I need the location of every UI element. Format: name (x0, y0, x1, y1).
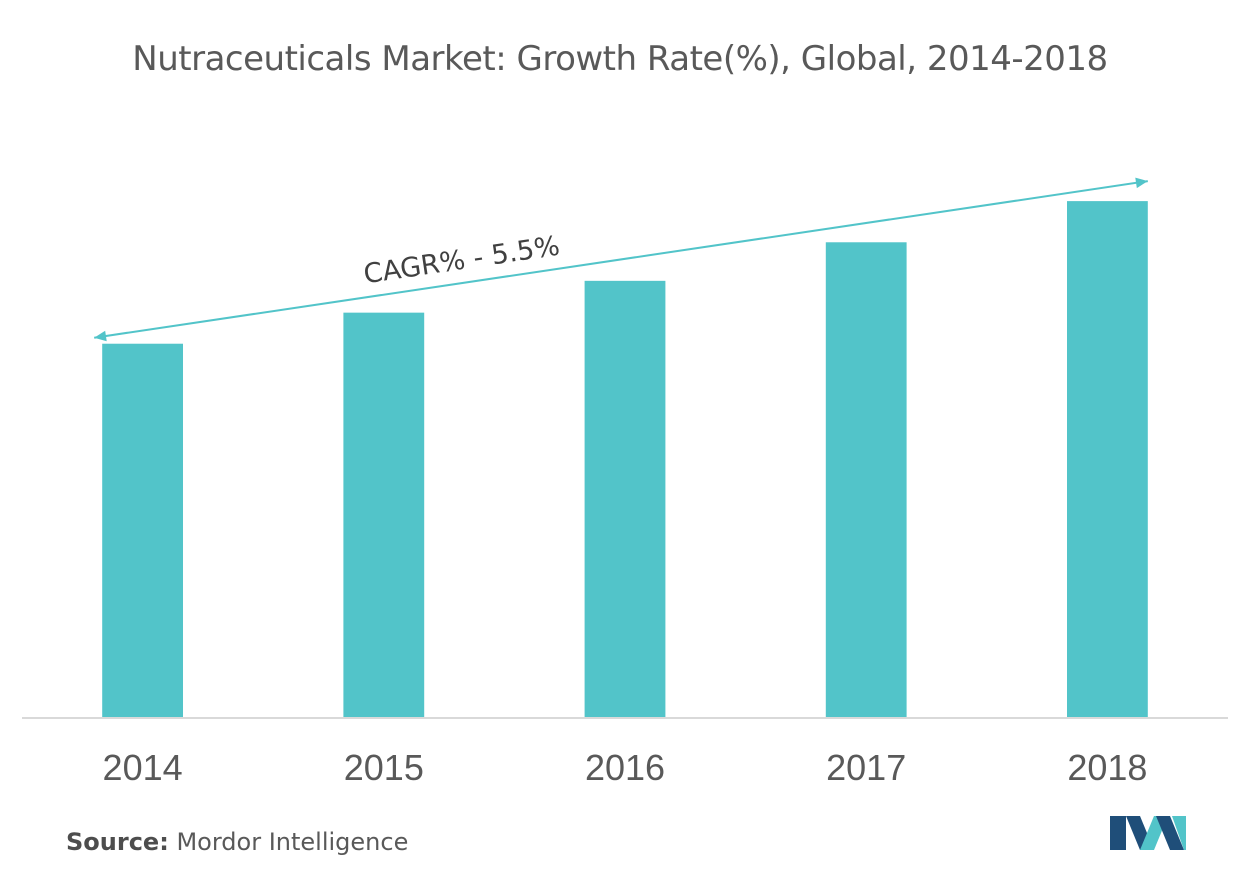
source-text: Mordor Intelligence (176, 828, 409, 856)
x-tick-labels: 2014 2015 2016 2017 2018 (103, 747, 1148, 788)
cagr-arrow-head-right (1135, 177, 1148, 189)
x-tick-2015: 2015 (344, 747, 424, 788)
logo-right-slant (1156, 816, 1184, 850)
x-tick-2018: 2018 (1067, 747, 1147, 788)
bar-2016 (584, 280, 666, 718)
bar-2014 (102, 343, 184, 718)
source-label: Source: (66, 828, 169, 856)
logo-right-teal (1172, 816, 1186, 850)
bar-2015 (343, 312, 425, 718)
x-tick-2014: 2014 (103, 747, 183, 788)
logo-left-dark (1110, 816, 1126, 850)
bars-group (102, 201, 1148, 719)
cagr-arrow (94, 180, 1148, 339)
cagr-arrow-head-left (94, 330, 107, 342)
bar-2017 (825, 242, 907, 719)
cagr-label: CAGR% - 5.5% (362, 231, 562, 291)
source-note: Source: Mordor Intelligence (66, 828, 408, 856)
bar-2018 (1066, 201, 1148, 718)
mordor-intelligence-logo (1110, 816, 1186, 850)
x-tick-2016: 2016 (585, 747, 665, 788)
chart-title: Nutraceuticals Market: Growth Rate(%), G… (132, 39, 1108, 79)
x-tick-2017: 2017 (826, 747, 906, 788)
